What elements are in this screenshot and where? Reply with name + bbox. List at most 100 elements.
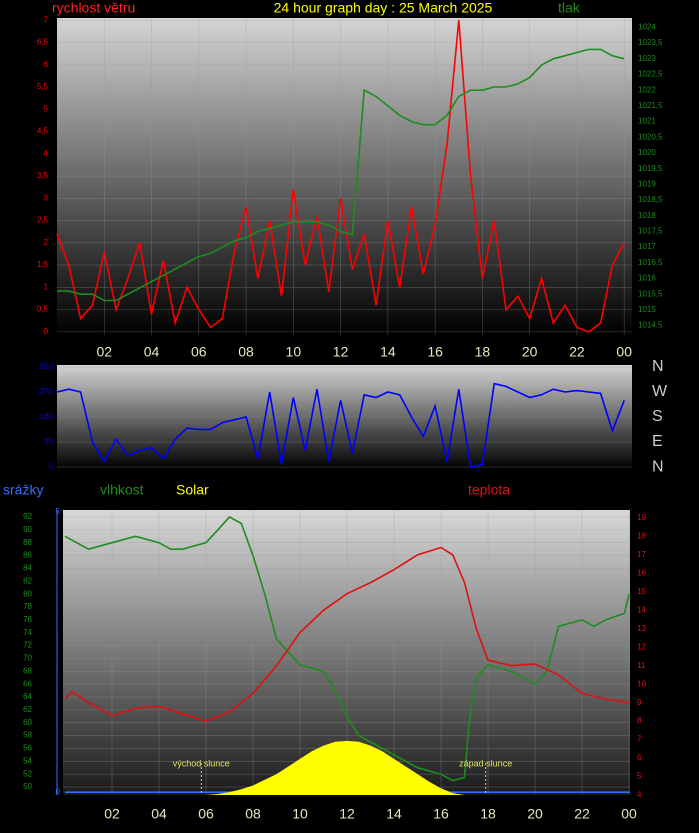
y-tick-label: 84 xyxy=(23,564,32,573)
y-tick-label: 0 xyxy=(44,327,49,336)
x-tick-label: 10 xyxy=(292,806,308,822)
y-tick-label: 5,5 xyxy=(37,82,49,91)
y-tick-label: 3,5 xyxy=(37,171,49,180)
y2-tick-label: E xyxy=(652,433,663,450)
y2-tick-label: 16 xyxy=(637,568,646,577)
y2-tick-label: 1014,5 xyxy=(638,321,663,330)
x-tick-label: 20 xyxy=(527,806,543,822)
y2-tick-label: 5 xyxy=(637,772,642,781)
y-tick-label: 92 xyxy=(23,512,32,521)
chart-title: 24 hour graph day : 25 March 2025 xyxy=(274,0,493,16)
y2-tick-label: 1018 xyxy=(638,211,656,220)
y2-tick-label: 8 xyxy=(637,716,642,725)
y2-tick-label: 4 xyxy=(637,790,642,799)
y-tick-label: 82 xyxy=(23,576,32,585)
y2-tick-label: 1022 xyxy=(638,85,656,94)
annotation: východ slunce xyxy=(173,758,230,768)
y-tick-label: 4,5 xyxy=(37,127,49,136)
y2-tick-label: 1018,5 xyxy=(638,195,663,204)
y-tick-label: 50 xyxy=(23,782,32,791)
y-tick-label: 62 xyxy=(23,705,32,714)
y2-tick-label: 1023,5 xyxy=(638,38,663,47)
y-tick-label: 360 xyxy=(40,362,54,371)
y-tick-label: 0 xyxy=(49,462,54,471)
line xyxy=(64,546,630,722)
x-tick-label: 06 xyxy=(198,806,214,822)
legend-entry: srážky xyxy=(3,482,43,498)
y-tick-label: 7 xyxy=(44,15,49,24)
y2-tick-label: 1017,5 xyxy=(638,227,663,236)
y2-tick-label: 19 xyxy=(637,513,646,522)
y2-tick-label: W xyxy=(652,383,668,400)
x-tick-label: 18 xyxy=(475,344,491,360)
y-tick-label: 78 xyxy=(23,602,32,611)
y2-tick-label: 6 xyxy=(637,753,642,762)
y2-tick-label: 1020,5 xyxy=(638,132,663,141)
x-tick-label: 02 xyxy=(96,344,112,360)
y2-tick-label: 15 xyxy=(637,587,646,596)
y2-tick-label: 10 xyxy=(637,679,646,688)
y-tick-label: 88 xyxy=(23,538,32,547)
y2-tick-label: 14 xyxy=(637,605,646,614)
x-tick-label: 04 xyxy=(151,806,167,822)
y-tick-label: 90 xyxy=(23,525,32,534)
y-tick-label: 180 xyxy=(40,412,54,421)
y-tick-label: 72 xyxy=(23,641,32,650)
y2-tick-label: S xyxy=(652,408,663,425)
y2-tick-label: 1015,5 xyxy=(638,289,663,298)
y-tick-label: 86 xyxy=(23,551,32,560)
y-tick-label: 1,5 xyxy=(37,260,49,269)
y-tick-label: 80 xyxy=(23,589,32,598)
y-tick-label: 90 xyxy=(44,437,53,446)
y-tick-label: 0,5 xyxy=(37,305,49,314)
y-tick-label: 4 xyxy=(44,149,49,158)
y-tick-label: 68 xyxy=(23,666,32,675)
line xyxy=(57,48,625,302)
y-tick-label: 74 xyxy=(23,628,32,637)
y-tick-label: 2 xyxy=(44,238,49,247)
y-axis-label: rychlost větru xyxy=(52,0,135,16)
y-tick-label: 76 xyxy=(23,615,32,624)
y-tick-label: 64 xyxy=(23,692,32,701)
y3-tick-label: 0 xyxy=(56,787,61,796)
x-tick-label: 12 xyxy=(339,806,355,822)
y-tick-label: 1 xyxy=(44,282,49,291)
y3-tick-label: 5 xyxy=(56,507,61,516)
y2-tick-label: 1015 xyxy=(638,305,656,314)
y2-tick-label: 12 xyxy=(637,642,646,651)
y2-tick-label: 11 xyxy=(637,661,646,670)
x-tick-label: 18 xyxy=(480,806,496,822)
area xyxy=(206,740,465,795)
y2-tick-label: N xyxy=(652,358,664,375)
x-tick-label: 08 xyxy=(245,806,261,822)
y2-tick-label: 7 xyxy=(637,735,642,744)
x-tick-label: 06 xyxy=(191,344,207,360)
y2-tick-label: 1022,5 xyxy=(638,70,663,79)
y2-tick-label: 9 xyxy=(637,698,642,707)
y-tick-label: 6 xyxy=(44,60,49,69)
line xyxy=(56,382,625,469)
legend-entry: teplota xyxy=(468,482,510,498)
y-tick-label: 5 xyxy=(44,104,49,113)
y-tick-label: 270 xyxy=(40,387,54,396)
x-tick-label: 22 xyxy=(574,806,590,822)
y-tick-label: 2,5 xyxy=(37,216,49,225)
x-tick-label: 08 xyxy=(238,344,254,360)
y2-tick-label: 1016,5 xyxy=(638,258,663,267)
y2-tick-label: 13 xyxy=(637,624,646,633)
y-tick-label: 52 xyxy=(23,769,32,778)
y2-tick-label: 1021 xyxy=(638,117,656,126)
x-tick-label: 16 xyxy=(427,344,443,360)
x-tick-label: 10 xyxy=(286,344,302,360)
y-tick-label: 3 xyxy=(44,193,49,202)
y-tick-label: 66 xyxy=(23,679,32,688)
x-tick-label: 22 xyxy=(569,344,585,360)
y2-tick-label: 18 xyxy=(637,532,646,541)
x-tick-label: 12 xyxy=(333,344,349,360)
y2-tick-label: N xyxy=(652,458,664,475)
x-tick-label: 16 xyxy=(433,806,449,822)
x-tick-label: 14 xyxy=(380,344,396,360)
line xyxy=(56,20,625,333)
